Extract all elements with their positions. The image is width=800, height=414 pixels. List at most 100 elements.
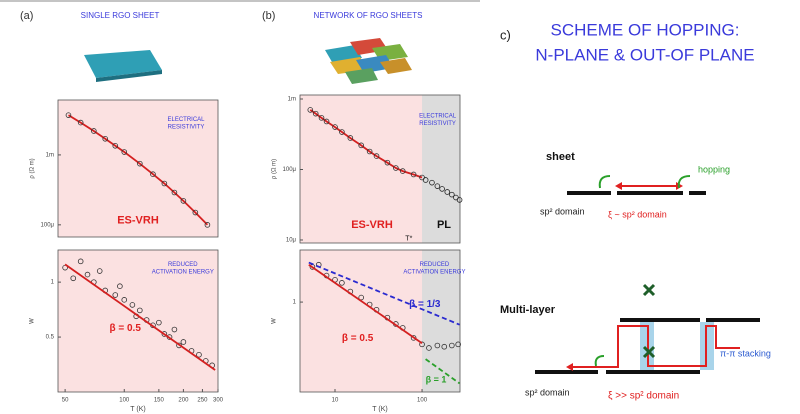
data-point <box>137 160 143 167</box>
y-axis-label: W <box>30 318 36 324</box>
annotation-line: ELECTRICAL <box>167 117 205 123</box>
x-tick-label: 10 <box>332 398 339 404</box>
data-point <box>332 124 338 130</box>
data-point <box>180 339 187 345</box>
data-point <box>117 283 123 289</box>
data-point <box>449 191 455 198</box>
data-point <box>96 268 103 274</box>
data-point <box>77 258 84 265</box>
plot-frame <box>57 99 219 238</box>
data-point <box>70 275 77 282</box>
data-point <box>180 198 187 204</box>
data-point <box>121 297 128 303</box>
y-tick-label: 100μ <box>283 167 297 173</box>
data-point <box>426 345 432 351</box>
data-point <box>399 168 406 174</box>
shaded-region <box>422 95 460 243</box>
scheme-label: ξ ~ sp² domain <box>608 209 667 219</box>
data-point <box>419 341 425 348</box>
data-point <box>384 159 391 166</box>
scheme-sheet: sheet hopping sp² domain ξ ~ sp² domain <box>540 151 730 219</box>
plot-frame <box>299 94 461 244</box>
plot: 10 100 1 W T (K) REDUCED ACTIVATION ENERGY β = … <box>272 249 465 413</box>
panel-label: (a) <box>20 10 33 22</box>
data-point <box>112 292 119 298</box>
plot-background <box>58 100 218 237</box>
data-point <box>393 165 399 171</box>
series-line <box>308 263 423 344</box>
data-point <box>410 171 417 178</box>
data-point <box>192 209 199 216</box>
data-point <box>456 197 463 203</box>
plot-frame <box>299 249 461 393</box>
annotation: REDUCED ACTIVATION ENERGY <box>152 262 214 275</box>
data-point <box>410 335 417 341</box>
panel-title: SCHEME OF HOPPING: <box>551 20 740 39</box>
network-illustration <box>325 38 412 84</box>
series-line <box>425 358 461 385</box>
data-point <box>161 331 168 337</box>
annotation-line: ES-VRH <box>117 214 159 226</box>
data-point <box>121 149 128 155</box>
data-point <box>422 177 429 183</box>
data-point <box>366 148 373 155</box>
data-point <box>455 341 461 348</box>
annotation-line: RESISTIVITY <box>168 124 205 130</box>
data-point <box>171 189 178 196</box>
x-tick-label: 300 <box>213 398 224 404</box>
y-tick-label: 0.5 <box>46 335 55 341</box>
data-point <box>307 107 314 113</box>
data-point <box>323 118 330 125</box>
data-point <box>441 343 448 350</box>
x-tick-label: 200 <box>178 398 189 404</box>
data-point <box>434 342 441 349</box>
data-point <box>339 129 345 135</box>
data-point <box>150 171 156 177</box>
panel-label: c) <box>500 27 511 42</box>
annotation-line: REDUCED <box>168 262 198 268</box>
data-point <box>161 180 168 187</box>
plot-background <box>58 250 218 392</box>
x-tick-label: 100 <box>417 398 428 404</box>
data-point <box>347 135 354 141</box>
data-point <box>156 319 162 326</box>
annotation-line: β = 0.5 <box>342 333 374 344</box>
data-point <box>318 115 325 121</box>
scheme-multilayer: Multi-layer π-π stacking sp² domain ξ >>… <box>500 283 771 402</box>
x-tick-label: 100 <box>119 398 130 404</box>
panel-title: SINGLE RGO SHEET <box>81 11 160 20</box>
x-axis-label: T (K) <box>130 406 145 413</box>
annotation: β = 0.5 <box>342 333 374 344</box>
plot-frame <box>57 249 219 393</box>
data-point <box>196 351 202 358</box>
plot: 1m 100μ ρ (Ω m) ELECTRICAL RESISTIVITY ES-VRH <box>30 99 219 238</box>
data-point <box>312 110 319 117</box>
annotation-line: RESISTIVITY <box>419 120 456 126</box>
scheme-label: π-π stacking <box>720 348 771 358</box>
x-axis-label: T (K) <box>372 406 387 413</box>
annotation: β = 1/3 <box>409 299 441 310</box>
y-axis-label: W <box>272 318 278 324</box>
scheme-label: sp² domain <box>525 387 570 397</box>
y-axis-label: ρ (Ω m) <box>272 159 278 179</box>
y-tick-label: 1 <box>293 300 297 306</box>
shaded-region <box>422 250 460 392</box>
annotation-line: ES-VRH <box>351 219 393 231</box>
annotation: ES-VRH <box>351 219 393 231</box>
annotation-line: ACTIVATION ENERGY <box>152 269 214 275</box>
data-point <box>91 128 97 134</box>
x-tick-label: 250 <box>197 398 208 404</box>
plot: 50 100 150 200 250 300 1 0.5 W T (K) REDUCED ACTIVA… <box>30 249 224 413</box>
data-point <box>373 153 380 159</box>
data-point <box>429 179 435 186</box>
data-point <box>112 143 119 149</box>
annotation-line: PL <box>437 219 451 231</box>
data-point <box>439 186 445 192</box>
x-tick-label: 50 <box>62 398 69 404</box>
annotation-line: ACTIVATION ENERGY <box>403 269 465 275</box>
data-point <box>358 142 365 149</box>
annotation: T* <box>405 235 412 242</box>
annotation: PL <box>437 219 451 231</box>
y-tick-label: 10μ <box>286 238 297 244</box>
